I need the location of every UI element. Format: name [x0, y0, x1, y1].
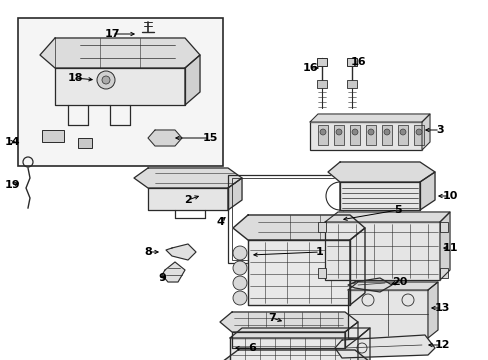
- Bar: [309, 122, 421, 150]
- Polygon shape: [357, 328, 369, 360]
- Bar: [349, 125, 359, 145]
- Polygon shape: [222, 350, 369, 360]
- Bar: [381, 125, 391, 145]
- Polygon shape: [419, 172, 434, 210]
- Polygon shape: [347, 282, 437, 290]
- Bar: [227, 175, 342, 263]
- Polygon shape: [247, 240, 349, 305]
- Bar: [349, 305, 361, 313]
- Text: 7: 7: [267, 313, 275, 323]
- Polygon shape: [345, 322, 357, 348]
- Polygon shape: [231, 332, 345, 348]
- Bar: [346, 80, 356, 88]
- Polygon shape: [229, 328, 369, 338]
- Text: 2: 2: [184, 195, 191, 205]
- Polygon shape: [334, 335, 434, 358]
- Text: 11: 11: [441, 243, 457, 253]
- Polygon shape: [165, 244, 196, 260]
- Bar: [317, 125, 327, 145]
- Bar: [347, 290, 427, 338]
- Circle shape: [232, 261, 246, 275]
- Polygon shape: [148, 188, 227, 210]
- Circle shape: [367, 129, 373, 135]
- Bar: [349, 275, 361, 283]
- Text: 17: 17: [104, 29, 120, 39]
- Bar: [349, 260, 361, 268]
- Text: 20: 20: [391, 277, 407, 287]
- Polygon shape: [220, 312, 357, 332]
- Polygon shape: [232, 215, 364, 240]
- Circle shape: [97, 71, 115, 89]
- Bar: [316, 80, 326, 88]
- Text: 19: 19: [4, 180, 20, 190]
- Bar: [78, 138, 92, 148]
- Circle shape: [232, 276, 246, 290]
- Text: 6: 6: [247, 343, 255, 353]
- Polygon shape: [162, 262, 184, 282]
- Text: 13: 13: [433, 303, 449, 313]
- Bar: [231, 178, 338, 260]
- Bar: [439, 268, 447, 278]
- Bar: [42, 130, 64, 142]
- Text: 4: 4: [216, 217, 224, 227]
- Polygon shape: [349, 228, 364, 305]
- Bar: [349, 290, 361, 298]
- Text: 9: 9: [158, 273, 165, 283]
- Circle shape: [319, 129, 325, 135]
- Text: 12: 12: [433, 340, 449, 350]
- Bar: [397, 125, 407, 145]
- Text: 1: 1: [315, 247, 323, 257]
- Polygon shape: [327, 162, 434, 182]
- Bar: [229, 338, 357, 360]
- Text: 15: 15: [202, 133, 217, 143]
- Polygon shape: [55, 68, 184, 105]
- Text: 3: 3: [435, 125, 443, 135]
- Polygon shape: [439, 212, 449, 280]
- Polygon shape: [184, 55, 200, 105]
- Polygon shape: [421, 114, 429, 150]
- Polygon shape: [40, 38, 200, 68]
- Text: 14: 14: [4, 137, 20, 147]
- Polygon shape: [339, 182, 419, 210]
- Polygon shape: [134, 168, 242, 188]
- Bar: [439, 222, 447, 232]
- Bar: [325, 222, 439, 280]
- Bar: [316, 58, 326, 66]
- Polygon shape: [325, 212, 449, 222]
- Text: 10: 10: [442, 191, 457, 201]
- Polygon shape: [309, 114, 429, 122]
- Bar: [317, 222, 325, 232]
- Text: 8: 8: [144, 247, 152, 257]
- Circle shape: [351, 129, 357, 135]
- Bar: [18, 18, 223, 166]
- Circle shape: [383, 129, 389, 135]
- Bar: [317, 268, 325, 278]
- Bar: [365, 125, 375, 145]
- Text: 16: 16: [302, 63, 317, 73]
- Circle shape: [232, 246, 246, 260]
- Circle shape: [415, 129, 421, 135]
- Bar: [413, 125, 423, 145]
- Polygon shape: [148, 130, 182, 146]
- Bar: [346, 58, 356, 66]
- Bar: [333, 125, 343, 145]
- Circle shape: [102, 76, 110, 84]
- Text: 5: 5: [393, 205, 401, 215]
- Circle shape: [232, 291, 246, 305]
- Polygon shape: [227, 178, 242, 210]
- Text: 18: 18: [67, 73, 82, 83]
- Text: 16: 16: [349, 57, 365, 67]
- Circle shape: [335, 129, 341, 135]
- Polygon shape: [427, 282, 437, 338]
- Circle shape: [399, 129, 405, 135]
